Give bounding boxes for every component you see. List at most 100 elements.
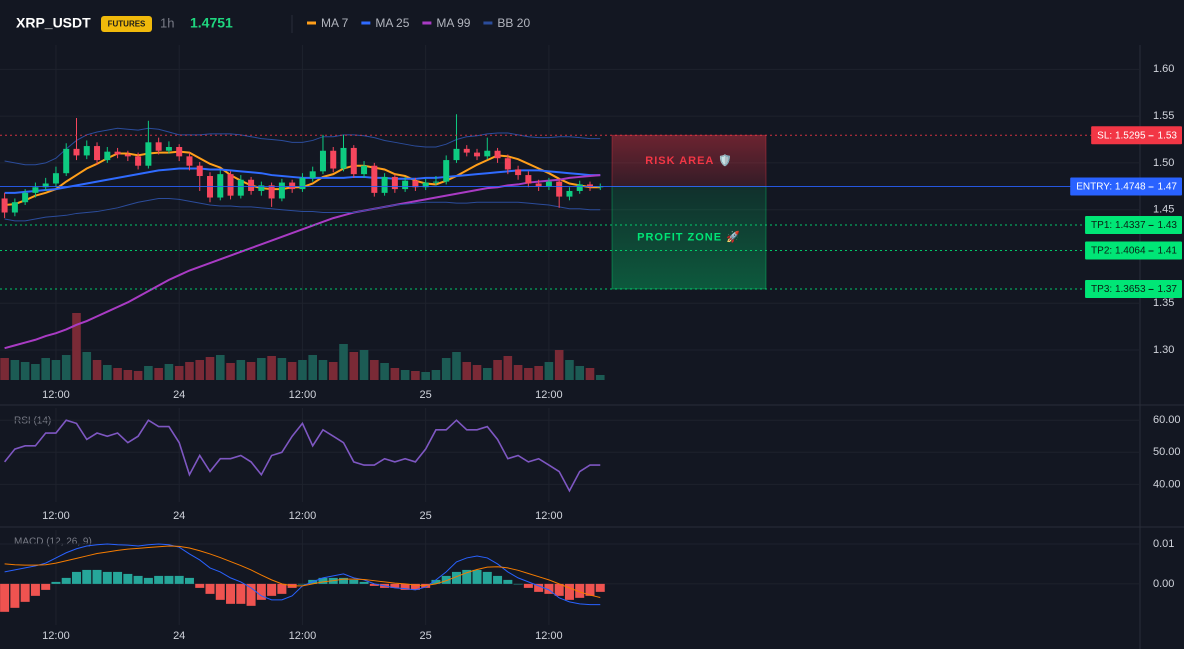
legend-label[interactable]: MA 99 (436, 16, 470, 30)
x-tick-label: 12:00 (42, 510, 70, 522)
x-tick-label: 24 (173, 389, 185, 401)
macd-histogram (369, 583, 379, 586)
macd-histogram (339, 577, 349, 584)
y-tick-label: 1.60 (1153, 63, 1174, 75)
macd-histogram (472, 569, 482, 584)
macd-histogram (513, 583, 523, 585)
x-tick-label: 24 (173, 510, 185, 522)
level-label: ENTRY: 1.4748 (1076, 182, 1146, 193)
candle-body (237, 179, 244, 196)
y-tick-label: 1.35 (1153, 297, 1174, 309)
volume-bar (349, 352, 359, 380)
macd-histogram (30, 583, 40, 596)
volume-bar (205, 357, 215, 380)
volume-bar (534, 366, 543, 380)
x-tick-label: 12:00 (42, 630, 70, 642)
candle-body (474, 152, 481, 157)
volume-bar (298, 360, 307, 380)
macd-histogram (102, 571, 112, 584)
candle-body (515, 169, 522, 176)
zone-label: RISK AREA 🛡️ (645, 154, 732, 167)
macd-line (4, 545, 601, 598)
volume-bar (431, 370, 441, 380)
y-tick-label: 1.55 (1153, 110, 1174, 122)
candle-body (443, 160, 450, 182)
macd-histogram (215, 583, 225, 600)
candle-body (278, 182, 285, 199)
legend-label[interactable]: MA 7 (321, 16, 349, 30)
zone (611, 185, 767, 290)
legend-label[interactable]: BB 20 (497, 16, 530, 30)
interval[interactable]: 1h (160, 15, 174, 30)
volume-bar (41, 358, 50, 380)
macd-histogram (410, 583, 420, 590)
macd-histogram (431, 579, 441, 584)
candle-body (165, 146, 172, 151)
level-tag: 1.43 (1158, 220, 1178, 231)
macd-histogram (318, 577, 328, 584)
macd-histogram (20, 583, 30, 602)
volume-bar (400, 370, 410, 380)
volume-bar (195, 360, 205, 380)
volume-bar (380, 363, 389, 380)
macd-histogram (133, 575, 143, 584)
volume-bar (82, 352, 92, 380)
candle-body (525, 175, 532, 184)
candle-body (484, 150, 491, 157)
candle-body (350, 147, 357, 175)
candle-body (361, 165, 368, 175)
macd-histogram (523, 583, 533, 588)
macd-histogram (246, 583, 256, 606)
volume-bar (20, 362, 30, 380)
candle-body (176, 146, 183, 157)
macd-histogram (564, 583, 574, 600)
volume-bar (359, 350, 369, 380)
volume-bar (103, 365, 112, 380)
macd-histogram (462, 569, 472, 584)
macd-histogram (267, 583, 277, 596)
macd-histogram (595, 583, 605, 592)
macd-histogram (400, 583, 410, 590)
volume-bar (565, 360, 574, 380)
candle-body (330, 150, 337, 169)
volume-bar (513, 365, 523, 380)
macd-histogram (92, 569, 102, 584)
level-label: TP3: 1.3653 (1091, 284, 1146, 295)
macd-histogram (10, 583, 20, 608)
candle-body (248, 179, 255, 191)
macd-histogram (154, 575, 164, 584)
volume-bar (215, 355, 225, 380)
candle-body (196, 165, 203, 177)
candle-body (422, 182, 429, 188)
level-tag: 1.37 (1158, 284, 1178, 295)
candle-body (586, 184, 593, 188)
candle-body (299, 177, 306, 190)
candle-body (114, 151, 121, 155)
candle-body (94, 146, 101, 161)
level-tag: 1.53 (1158, 130, 1178, 141)
x-tick-label: 12:00 (535, 389, 563, 401)
macd-histogram (359, 581, 369, 584)
volume-bar (370, 360, 379, 380)
macd-histogram (534, 583, 544, 592)
candle-body (1, 198, 8, 213)
candle-body (268, 185, 275, 199)
candle-body (73, 148, 80, 156)
volume-bar (113, 368, 122, 380)
candle-body (556, 181, 563, 197)
volume-bar (421, 372, 430, 380)
level-badge (1091, 126, 1182, 145)
y-tick-label: 1.50 (1153, 157, 1174, 169)
macd-histogram (493, 575, 503, 584)
macd-histogram (205, 583, 215, 594)
macd-title: MACD (12, 26, 9) (14, 537, 92, 548)
macd-histogram (441, 575, 451, 584)
y-tick-label: 0.00 (1153, 578, 1174, 590)
candle-body (494, 150, 501, 159)
legend-label[interactable]: MA 25 (375, 16, 409, 30)
candle-body (22, 192, 29, 203)
candle-body (258, 185, 265, 191)
volume-bar (503, 356, 513, 380)
y-tick-label: 40.00 (1153, 478, 1181, 490)
macd-histogram (71, 571, 81, 584)
